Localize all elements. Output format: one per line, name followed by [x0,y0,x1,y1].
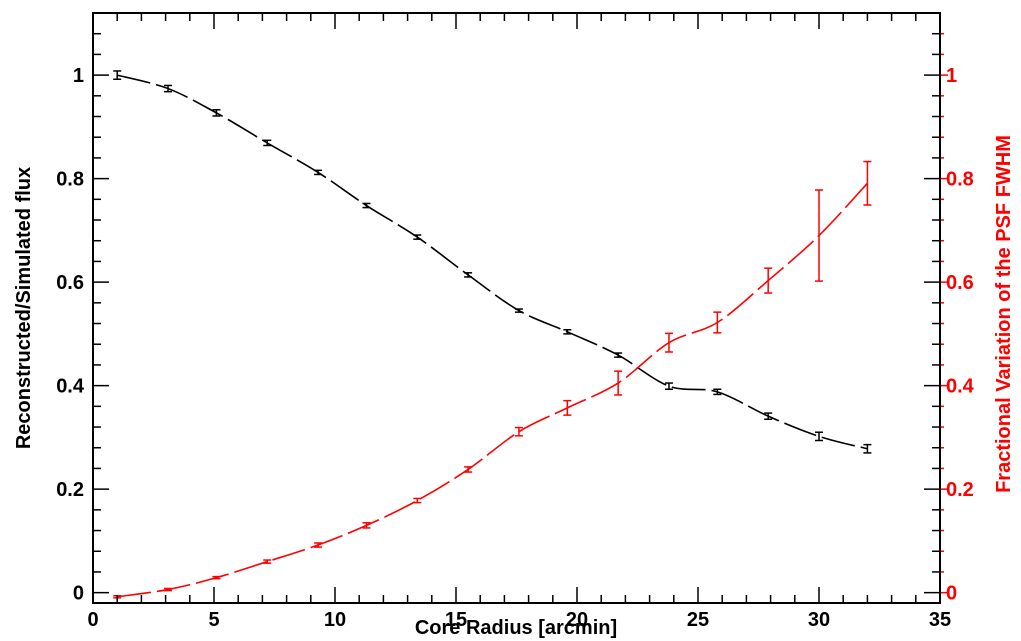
series-2-point [563,399,572,416]
left-y-tick-label: 0.4 [56,376,85,398]
series-2-point [764,267,773,294]
left-y-tick-label: 0 [73,583,84,605]
x-tick-label: 35 [929,609,951,631]
series-1-point [514,308,523,313]
series-1-point [413,234,422,240]
axis-ticks [92,13,948,603]
left-y-tick-label: 0.8 [56,169,84,191]
right-y-tick-label: 0.6 [946,272,974,294]
series-1-point [263,139,272,147]
series-1-point [362,202,371,209]
plot-marks [113,70,872,599]
right-y-tick-label: 0.4 [946,376,975,398]
series-2-point [314,542,323,548]
series-2-point [664,332,673,353]
right-y-tick-label: 0.8 [946,169,974,191]
right-y-tick-label: 0.2 [946,479,974,501]
series-1-line [116,74,868,450]
series-1-point [113,70,122,80]
series-1-point [614,352,623,358]
series-1-point [164,84,173,93]
series-2-point [263,559,272,564]
series-2-point [863,160,872,206]
series-2-point [514,426,523,437]
series-2-point [413,497,422,504]
x-tick-label: 20 [566,609,588,631]
series-2-point [164,587,173,592]
series-1-point [563,328,572,335]
series-1-point [212,109,221,117]
x-tick-label: 10 [324,609,346,631]
x-tick-label: 5 [208,609,219,631]
series-1-point [815,431,823,442]
right-y-tick-label: 0 [946,583,957,605]
series-2-point [212,575,221,580]
series-2-point [614,370,623,396]
left-y-axis-title: Reconstructed/Simulated flux [13,167,35,449]
left-y-tick-label: 0.6 [56,272,84,294]
series-1-point [713,388,722,396]
plot-frame [92,12,941,604]
x-axis-title: Core Radius [arcmin] [415,617,617,639]
series-2-point [464,466,473,473]
series-2-point [713,311,722,334]
series-1-point [314,169,323,176]
right-y-tick-label: 1 [946,65,957,87]
series-1-point [464,272,473,278]
x-tick-label: 0 [87,609,98,631]
x-tick-label: 30 [808,609,830,631]
left-y-tick-label: 1 [73,65,84,87]
series-2-line [117,182,868,598]
series-1-point [664,382,673,391]
x-tick-label: 15 [445,609,467,631]
series-2-point [815,189,823,282]
series-2-point [362,522,371,529]
right-y-axis-title: Fractional Variation of the PSF FWHM [993,135,1015,493]
series-1-point [764,412,773,421]
left-y-tick-label: 0.2 [56,479,84,501]
x-tick-label: 25 [687,609,709,631]
tick-labels: 0 5 10 15 20 25 30 3500.20.40.60.8100.20.40.60.… [56,65,974,631]
series-1-point [863,443,872,454]
